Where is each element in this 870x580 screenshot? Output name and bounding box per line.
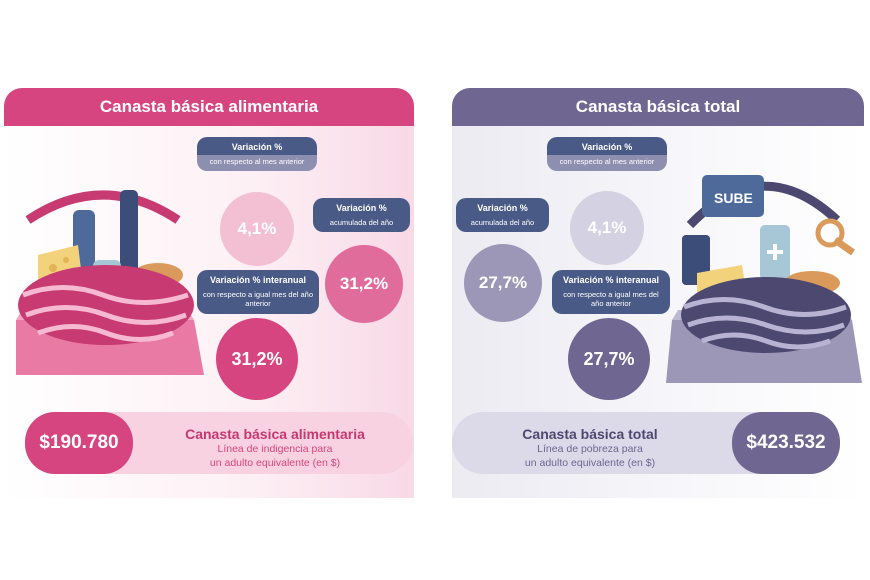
left-interannual-label: Variación % interanual [197, 270, 319, 288]
right-interannual-tag: Variación % interanual con respecto a ig… [552, 270, 670, 314]
right-monthly-bubble: 4,1% [570, 191, 644, 265]
left-interannual-bubble: 31,2% [216, 318, 298, 400]
left-interannual-tag: Variación % interanual con respecto a ig… [197, 270, 319, 314]
left-monthly-label: Variación % [197, 137, 317, 155]
right-interannual-label: Variación % interanual [552, 270, 670, 288]
left-price-pill: $190.780 [25, 412, 133, 474]
right-annual-bubble: 27,7% [464, 244, 542, 322]
right-monthly-tag: Variación % con respecto al mes anterior [547, 137, 667, 172]
right-interannual-bubble: 27,7% [568, 318, 650, 400]
left-annual-bubble: 31,2% [325, 245, 403, 323]
left-annual-tag: Variación % acumulada del año [313, 198, 410, 233]
right-footer-title: Canasta básica total [522, 426, 658, 442]
left-footer-title: Canasta básica alimentaria [185, 426, 365, 442]
right-annual-sub: acumulada del año [456, 216, 549, 233]
left-footer-sub-2: un adulto equivalente (en $) [209, 457, 341, 469]
right-monthly-label: Variación % [547, 137, 667, 155]
left-monthly-bubble: 4,1% [220, 192, 294, 266]
right-price-pill: $423.532 [732, 412, 840, 474]
left-annual-label: Variación % [313, 198, 410, 216]
food-basket-illustration [16, 190, 204, 375]
left-monthly-sub: con respecto al mes anterior [197, 155, 317, 172]
left-interannual-sub: con respecto a igual mes del año anterio… [197, 288, 319, 314]
left-monthly-tag: Variación % con respecto al mes anterior [197, 137, 317, 172]
right-panel-title: Canasta básica total [452, 88, 864, 126]
total-basket-illustration: SUBE [666, 175, 862, 383]
sube-card-text: SUBE [714, 190, 753, 206]
right-monthly-sub: con respecto al mes anterior [547, 155, 667, 172]
right-footer-sub-1: Línea de pobreza para [537, 443, 643, 455]
left-footer-sub-1: Línea de indigencia para [217, 443, 333, 455]
right-annual-label: Variación % [456, 198, 549, 216]
right-annual-tag: Variación % acumulada del año [456, 198, 549, 233]
left-panel-title: Canasta básica alimentaria [4, 88, 414, 126]
right-footer-sub-2: un adulto equivalente (en $) [524, 457, 656, 469]
left-annual-sub: acumulada del año [313, 216, 410, 233]
right-interannual-sub: con respecto a igual mes del año anterio… [552, 288, 670, 314]
